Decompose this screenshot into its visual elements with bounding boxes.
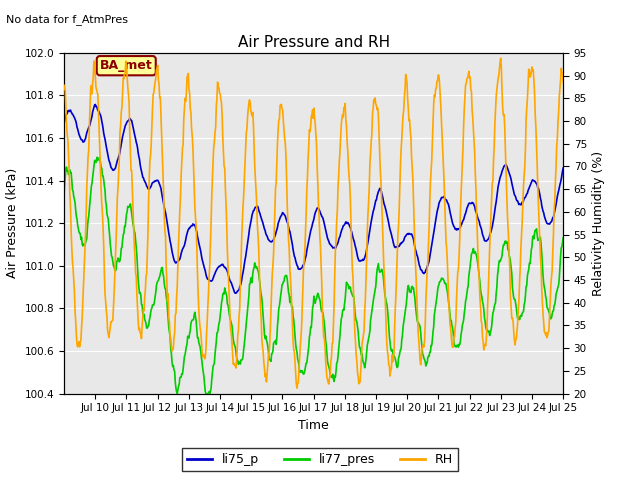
Text: No data for f_AtmPres: No data for f_AtmPres [6,14,129,25]
Y-axis label: Air Pressure (kPa): Air Pressure (kPa) [6,168,19,278]
Title: Air Pressure and RH: Air Pressure and RH [237,35,390,50]
Legend: li75_p, li77_pres, RH: li75_p, li77_pres, RH [182,448,458,471]
Text: BA_met: BA_met [100,59,152,72]
X-axis label: Time: Time [298,419,329,432]
Y-axis label: Relativity Humidity (%): Relativity Humidity (%) [593,151,605,296]
